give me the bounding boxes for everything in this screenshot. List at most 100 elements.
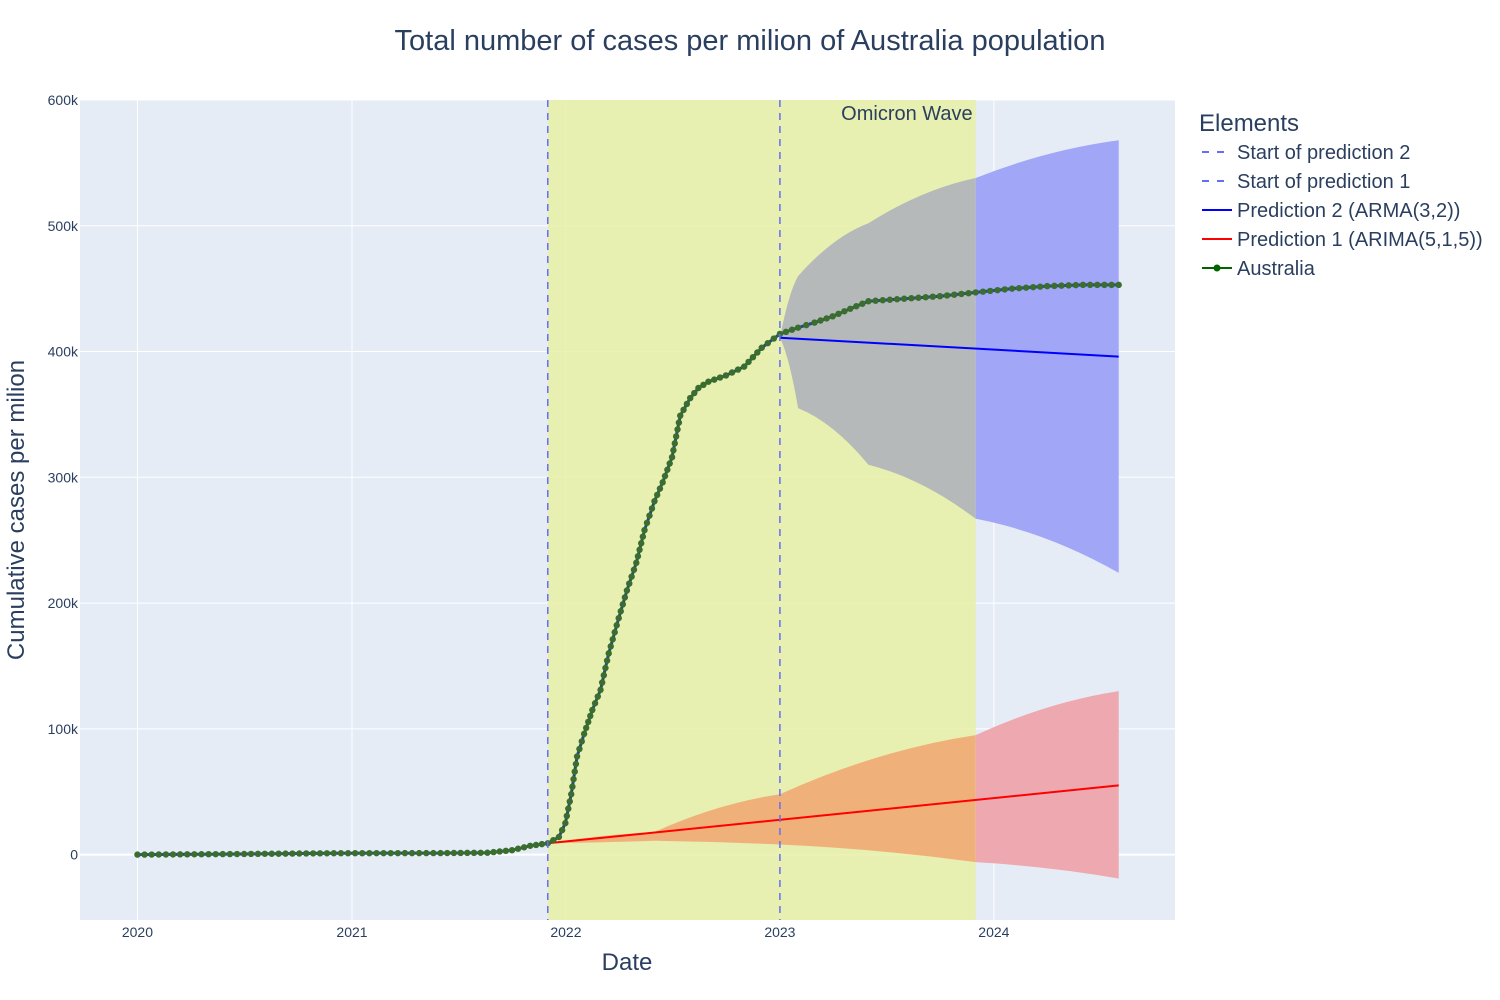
y-tick-label: 0 xyxy=(70,847,78,863)
australia-point xyxy=(176,851,184,858)
australia-point xyxy=(922,294,929,301)
australia-point xyxy=(514,845,522,852)
vline-layer xyxy=(547,100,781,920)
australia-point xyxy=(958,290,965,298)
australia-point xyxy=(951,291,958,298)
australia-point xyxy=(900,295,908,302)
x-tick-label: 2023 xyxy=(764,924,795,940)
australia-point xyxy=(621,594,629,601)
australia-point xyxy=(563,812,571,820)
australia-point xyxy=(538,840,546,848)
australia-point xyxy=(394,849,402,857)
australia-point xyxy=(965,289,972,297)
australia-point xyxy=(219,850,226,858)
australia-point xyxy=(490,848,497,856)
australia-point xyxy=(638,540,645,547)
australia-point xyxy=(700,381,707,389)
australia-point xyxy=(770,335,778,342)
australia-point xyxy=(641,526,648,534)
australia-point xyxy=(134,851,141,858)
australia-point xyxy=(602,664,609,672)
australia-point xyxy=(572,760,580,768)
x-axis-title: Date xyxy=(602,949,653,976)
australia-point xyxy=(987,287,994,295)
australia-point xyxy=(776,330,784,338)
australia-point xyxy=(437,849,444,857)
australia-point xyxy=(615,614,622,622)
y-tick-label: 600k xyxy=(48,92,79,108)
australia-point xyxy=(1065,282,1072,289)
australia-point xyxy=(587,712,594,720)
y-tick-label: 100k xyxy=(48,721,79,737)
australia-point xyxy=(705,378,712,385)
australia-point xyxy=(671,440,678,447)
australia-point xyxy=(275,850,282,857)
australia-point xyxy=(423,849,430,857)
australia-point xyxy=(893,296,901,303)
australia-point xyxy=(674,426,681,433)
australia-point xyxy=(623,587,631,594)
australia-point xyxy=(408,849,416,857)
australia-point xyxy=(1058,282,1065,289)
australia-point xyxy=(450,849,458,857)
australia-point xyxy=(936,292,944,300)
australia-point xyxy=(261,850,269,857)
x-tick-label: 2020 xyxy=(122,924,153,940)
australia-point xyxy=(148,851,155,858)
legend-item-prediction-1-arima-5-1-5: Prediction 1 (ARIMA(5,1,5)) xyxy=(1202,229,1483,251)
australia-point xyxy=(651,497,658,505)
australia-point xyxy=(847,305,854,312)
australia-point xyxy=(745,358,752,366)
australia-point xyxy=(659,479,666,486)
chart-title: Total number of cases per milion of Aust… xyxy=(395,25,1106,57)
australia-point xyxy=(668,453,676,461)
australia-point xyxy=(872,297,879,304)
australia-point xyxy=(337,850,345,857)
legend-marker xyxy=(1213,264,1221,272)
australia-point xyxy=(691,389,698,397)
australia-point xyxy=(309,850,317,857)
australia-point xyxy=(711,376,718,383)
legend-label: Start of prediction 1 xyxy=(1237,171,1410,193)
prediction-2-arma-3-2-band-inside xyxy=(779,177,976,519)
australia-point xyxy=(247,850,255,858)
australia-point xyxy=(1001,286,1008,293)
x-tick-label: 2021 xyxy=(336,924,367,940)
australia-point xyxy=(568,791,575,798)
australia-point xyxy=(740,363,748,370)
australia-point xyxy=(571,768,578,775)
australia-point xyxy=(380,849,387,857)
australia-point xyxy=(829,313,836,320)
australia-point xyxy=(646,512,653,519)
australia-point xyxy=(598,679,606,686)
australia-point xyxy=(344,850,352,857)
australia-point xyxy=(477,849,484,856)
australia-point xyxy=(1094,281,1101,289)
australia-point xyxy=(359,849,366,857)
australia-point xyxy=(198,851,205,858)
australia-point xyxy=(661,472,669,480)
legend-title: Elements xyxy=(1199,110,1299,137)
australia-point xyxy=(1036,283,1044,290)
australia-point xyxy=(502,847,510,855)
omicron-wave-label: Omicron Wave xyxy=(841,103,973,125)
australia-point xyxy=(758,344,765,351)
australia-point xyxy=(532,841,540,849)
australia-point xyxy=(734,366,742,373)
australia-point xyxy=(607,643,614,650)
australia-point xyxy=(566,798,573,805)
australia-point xyxy=(550,836,557,844)
australia-point xyxy=(835,310,842,318)
australia-point xyxy=(687,394,694,402)
australia-point xyxy=(141,851,148,858)
australia-point xyxy=(603,657,611,664)
australia-point xyxy=(520,844,528,851)
australia-point xyxy=(589,706,596,714)
australia-point xyxy=(464,849,471,857)
australia-point xyxy=(508,846,516,854)
australia-point xyxy=(656,485,664,492)
australia-point xyxy=(401,849,409,857)
australia-point xyxy=(444,849,451,857)
australia-point xyxy=(484,849,491,856)
